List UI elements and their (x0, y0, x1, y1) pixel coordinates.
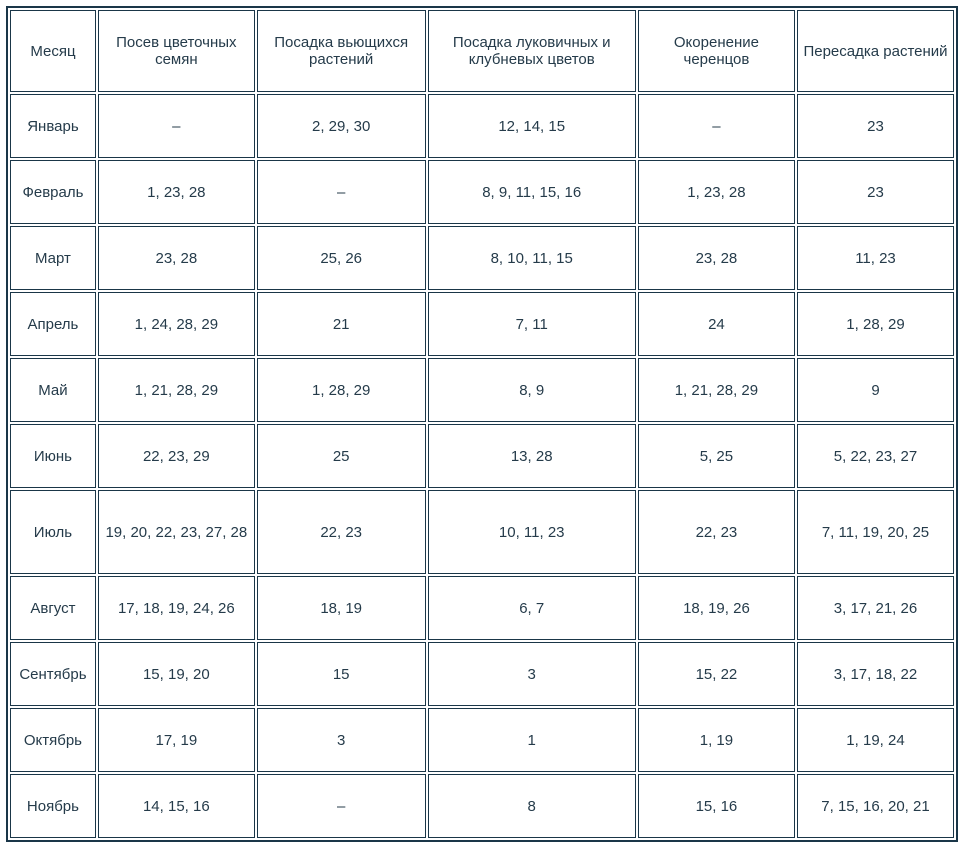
cell-transplant: 7, 11, 19, 20, 25 (797, 490, 954, 574)
planting-calendar-table: Месяц Посев цветочных семян Посадка вьющ… (6, 6, 958, 842)
cell-transplant: 23 (797, 160, 954, 224)
cell-climb: 25, 26 (257, 226, 426, 290)
cell-climb: 18, 19 (257, 576, 426, 640)
cell-month: Январь (10, 94, 96, 158)
cell-climb: 1, 28, 29 (257, 358, 426, 422)
cell-bulb: 6, 7 (428, 576, 636, 640)
cell-root: 1, 23, 28 (638, 160, 795, 224)
cell-seed: 1, 21, 28, 29 (98, 358, 255, 422)
cell-month: Февраль (10, 160, 96, 224)
cell-climb: 3 (257, 708, 426, 772)
cell-seed: 17, 19 (98, 708, 255, 772)
cell-seed: 19, 20, 22, 23, 27, 28 (98, 490, 255, 574)
cell-climb: 22, 23 (257, 490, 426, 574)
header-transplant: Пересадка растений (797, 10, 954, 92)
cell-bulb: 3 (428, 642, 636, 706)
cell-bulb: 12, 14, 15 (428, 94, 636, 158)
cell-root: 1, 21, 28, 29 (638, 358, 795, 422)
cell-transplant: 1, 19, 24 (797, 708, 954, 772)
cell-bulb: 10, 11, 23 (428, 490, 636, 574)
cell-bulb: 8, 9 (428, 358, 636, 422)
cell-root: 23, 28 (638, 226, 795, 290)
cell-bulb: 7, 11 (428, 292, 636, 356)
cell-month: Март (10, 226, 96, 290)
cell-transplant: 3, 17, 21, 26 (797, 576, 954, 640)
cell-root: – (638, 94, 795, 158)
cell-root: 5, 25 (638, 424, 795, 488)
table-row: Сентябрь15, 19, 2015315, 223, 17, 18, 22 (10, 642, 954, 706)
table-row: Август17, 18, 19, 24, 2618, 196, 718, 19… (10, 576, 954, 640)
cell-bulb: 8, 9, 11, 15, 16 (428, 160, 636, 224)
table-row: Март23, 2825, 268, 10, 11, 1523, 2811, 2… (10, 226, 954, 290)
cell-month: Апрель (10, 292, 96, 356)
cell-transplant: 1, 28, 29 (797, 292, 954, 356)
cell-climb: – (257, 160, 426, 224)
cell-climb: 2, 29, 30 (257, 94, 426, 158)
table-header: Месяц Посев цветочных семян Посадка вьющ… (10, 10, 954, 92)
cell-month: Август (10, 576, 96, 640)
cell-month: Май (10, 358, 96, 422)
cell-bulb: 1 (428, 708, 636, 772)
cell-root: 1, 19 (638, 708, 795, 772)
cell-month: Сентябрь (10, 642, 96, 706)
table-row: Июль19, 20, 22, 23, 27, 2822, 2310, 11, … (10, 490, 954, 574)
cell-month: Июнь (10, 424, 96, 488)
cell-month: Июль (10, 490, 96, 574)
table-row: Апрель1, 24, 28, 29217, 11241, 28, 29 (10, 292, 954, 356)
header-row: Месяц Посев цветочных семян Посадка вьющ… (10, 10, 954, 92)
cell-seed: – (98, 94, 255, 158)
table-row: Январь–2, 29, 3012, 14, 15–23 (10, 94, 954, 158)
cell-transplant: 5, 22, 23, 27 (797, 424, 954, 488)
cell-seed: 22, 23, 29 (98, 424, 255, 488)
cell-month: Октябрь (10, 708, 96, 772)
header-bulb: Посадка луковичных и клубневых цветов (428, 10, 636, 92)
cell-transplant: 23 (797, 94, 954, 158)
cell-transplant: 11, 23 (797, 226, 954, 290)
cell-climb: 25 (257, 424, 426, 488)
table-row: Май1, 21, 28, 291, 28, 298, 91, 21, 28, … (10, 358, 954, 422)
cell-bulb: 13, 28 (428, 424, 636, 488)
table-row: Февраль1, 23, 28–8, 9, 11, 15, 161, 23, … (10, 160, 954, 224)
header-seed: Посев цветочных семян (98, 10, 255, 92)
cell-root: 18, 19, 26 (638, 576, 795, 640)
cell-transplant: 9 (797, 358, 954, 422)
table-body: Январь–2, 29, 3012, 14, 15–23Февраль1, 2… (10, 94, 954, 838)
cell-seed: 1, 24, 28, 29 (98, 292, 255, 356)
table-row: Июнь22, 23, 292513, 285, 255, 22, 23, 27 (10, 424, 954, 488)
cell-root: 24 (638, 292, 795, 356)
cell-seed: 15, 19, 20 (98, 642, 255, 706)
cell-seed: 17, 18, 19, 24, 26 (98, 576, 255, 640)
cell-climb: 21 (257, 292, 426, 356)
cell-climb: 15 (257, 642, 426, 706)
cell-root: 22, 23 (638, 490, 795, 574)
cell-seed: 23, 28 (98, 226, 255, 290)
cell-transplant: 3, 17, 18, 22 (797, 642, 954, 706)
cell-bulb: 8, 10, 11, 15 (428, 226, 636, 290)
table-row: Октябрь17, 19311, 191, 19, 24 (10, 708, 954, 772)
header-month: Месяц (10, 10, 96, 92)
header-climb: Посадка вьющихся растений (257, 10, 426, 92)
cell-root: 15, 22 (638, 642, 795, 706)
cell-seed: 1, 23, 28 (98, 160, 255, 224)
header-root: Окоренение черенцов (638, 10, 795, 92)
